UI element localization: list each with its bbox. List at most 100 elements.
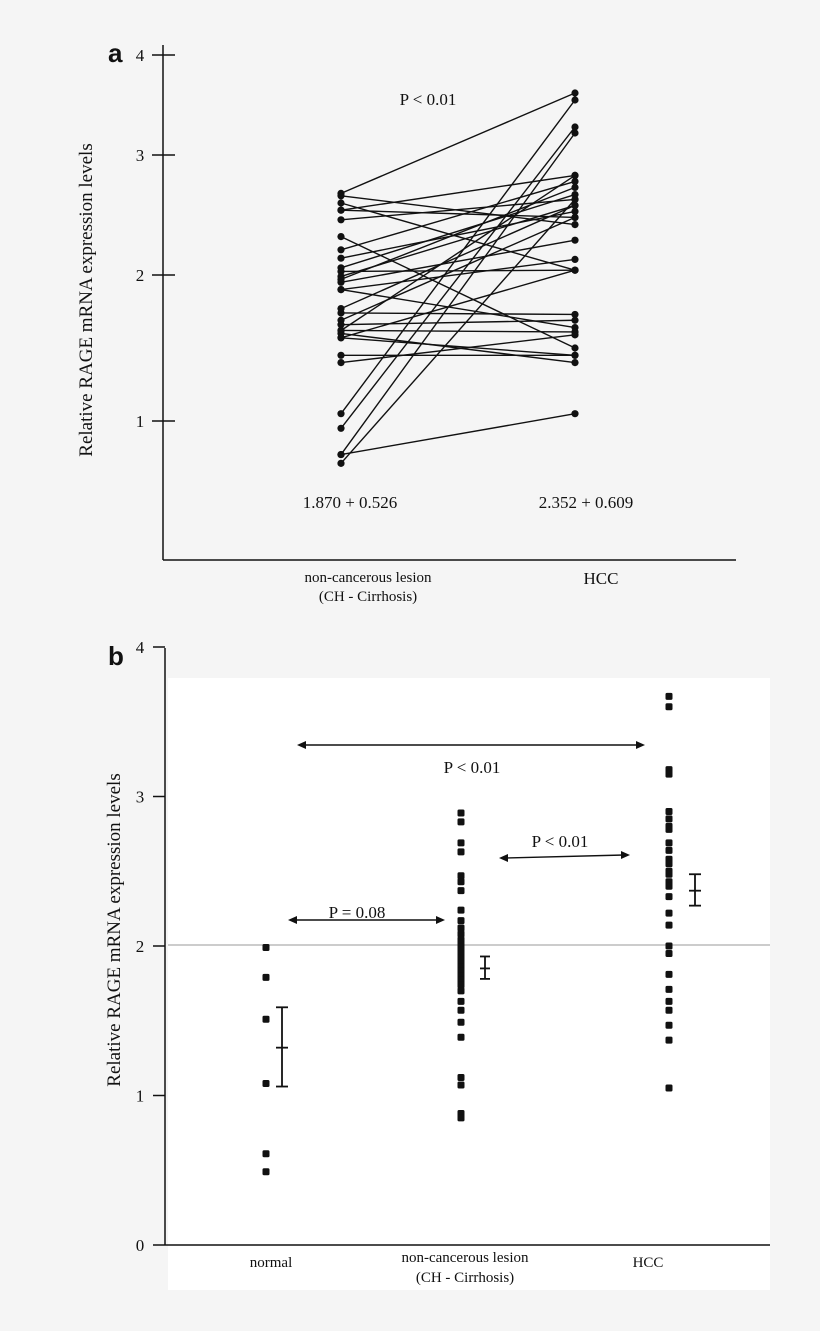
panel-a-pair-line — [340, 132, 576, 455]
panel-b-point-noncancerous — [457, 924, 465, 932]
panel-b-point-hcc — [665, 692, 673, 700]
panel-b-point-normal — [262, 1150, 270, 1158]
panel-b-point-hcc — [665, 1021, 673, 1029]
panel-b-point-hcc — [665, 997, 673, 1005]
panel-b-point-hcc — [665, 870, 673, 878]
panel-a-point-hcc — [571, 96, 579, 104]
panel-a-x-label-hcc: HCC — [584, 569, 619, 588]
panel-a-point-noncancerous — [337, 334, 345, 342]
panel-a-pair-line — [340, 209, 576, 219]
panel-a-x-label-noncancerous: non-cancerous lesion — [304, 570, 432, 586]
panel-a-pair-line — [340, 99, 576, 415]
panel-a-point-noncancerous — [337, 206, 345, 214]
panel-a-y-tick-label: 3 — [136, 146, 145, 165]
panel-b-error-bar — [480, 955, 490, 980]
panel-a-pair-line — [340, 198, 576, 464]
panel-b-y-tick-label: 3 — [136, 788, 145, 807]
panel-a-p-value: P < 0.01 — [400, 90, 457, 109]
panel-a-point-hcc — [571, 310, 579, 319]
panel-b-point-hcc — [665, 815, 673, 823]
panel-a-point-noncancerous — [337, 450, 345, 459]
panel-b-point-normal — [262, 1168, 270, 1176]
arrow-head-left — [288, 916, 297, 924]
panel-a-point-noncancerous — [337, 321, 345, 329]
panel-b-point-hcc — [665, 942, 673, 950]
panel-a-pair-line — [340, 269, 576, 273]
panel-a-point-hcc — [571, 183, 579, 191]
panel-b-point-noncancerous — [457, 872, 465, 880]
panel-b-p-value: P < 0.01 — [532, 832, 589, 851]
panel-b-error-bar — [276, 1006, 288, 1088]
panel-a-point-noncancerous — [337, 459, 345, 467]
panel-b-y-tick-label: 0 — [136, 1236, 145, 1255]
arrow-head-right — [621, 851, 630, 859]
panel-b-y-tick-label: 2 — [136, 937, 145, 956]
panel-b-point-noncancerous — [457, 848, 465, 856]
panel-b-point-noncancerous — [457, 1006, 465, 1014]
panel-b-comparison-arrow: P < 0.01 — [297, 741, 645, 777]
panel-a-point-noncancerous — [337, 192, 345, 200]
panel-b-point-hcc — [665, 1084, 673, 1092]
panel-a-pair-line — [340, 319, 576, 326]
panel-b-letter: b — [108, 641, 124, 671]
panel-a-y-tick-label: 1 — [136, 412, 145, 431]
panel-a-pair-line — [340, 174, 576, 332]
panel-a-point-hcc — [571, 123, 579, 131]
panel-a-pair-line — [340, 202, 576, 271]
panel-a-point-hcc — [571, 171, 579, 179]
panel-a-pair-line — [340, 413, 576, 456]
panel-a: a Relative RAGE mRNA expression levels 1… — [76, 38, 736, 605]
panel-a-pair-line — [340, 312, 576, 316]
panel-b-point-hcc — [665, 949, 673, 957]
panel-a-point-hcc — [571, 207, 579, 215]
panel-a-point-hcc — [571, 89, 579, 97]
panel-a-point-hcc — [571, 177, 579, 185]
panel-b: b Relative RAGE mRNA expression levels 0… — [104, 638, 770, 1290]
panel-b-point-noncancerous — [457, 917, 465, 925]
arrow-head-right — [436, 916, 445, 924]
panel-a-point-hcc — [571, 410, 579, 418]
panel-b-x-label-noncancerous: non-cancerous lesion — [401, 1250, 529, 1266]
panel-a-point-hcc — [571, 221, 579, 229]
panel-a-point-noncancerous — [337, 278, 345, 286]
panel-a-point-noncancerous — [337, 424, 345, 432]
panel-b-y-tick-label: 1 — [136, 1087, 145, 1106]
panel-b-point-noncancerous — [457, 1033, 465, 1041]
panel-b-point-noncancerous — [457, 1018, 465, 1026]
panel-a-pair-line — [340, 186, 576, 281]
panel-a-point-noncancerous — [337, 309, 345, 317]
panel-a-pair-line — [340, 193, 576, 269]
panel-b-point-noncancerous — [457, 997, 465, 1005]
panel-a-point-noncancerous — [337, 286, 345, 294]
panel-b-comparison-arrow: P < 0.01 — [499, 832, 630, 862]
panel-a-y-axis-label: Relative RAGE mRNA expression levels — [76, 143, 97, 456]
panel-a-pair-line — [340, 92, 576, 195]
panel-a-point-hcc — [571, 316, 579, 324]
panel-a-pair-line — [340, 126, 576, 429]
panel-b-error-bar — [689, 873, 701, 907]
panel-a-point-hcc — [571, 195, 579, 203]
panel-a-point-noncancerous — [337, 246, 345, 254]
panel-a-pair-line — [340, 180, 576, 251]
panel-b-point-hcc — [665, 839, 673, 847]
panel-b-p-value: P < 0.01 — [444, 758, 501, 777]
panel-b-point-noncancerous — [457, 1074, 465, 1082]
panel-b-point-normal — [262, 1080, 270, 1088]
panel-b-point-hcc — [665, 1036, 673, 1044]
panel-b-point-noncancerous — [457, 878, 465, 886]
panel-a-point-hcc — [571, 201, 579, 209]
panel-b-point-noncancerous — [457, 1114, 465, 1122]
panel-a-point-noncancerous — [337, 359, 345, 367]
panel-a-pair-line — [340, 334, 576, 364]
panel-a-pair-line — [340, 174, 576, 211]
panel-b-point-hcc — [665, 846, 673, 854]
panel-b-point-hcc — [665, 970, 673, 978]
panel-a-pair-line — [340, 258, 576, 291]
panel-a-pair-line — [340, 210, 576, 259]
panel-a-pair-line — [340, 216, 576, 321]
panel-b-point-hcc — [665, 807, 673, 815]
panel-b-point-normal — [262, 1015, 270, 1023]
panel-a-letter: a — [108, 38, 123, 68]
